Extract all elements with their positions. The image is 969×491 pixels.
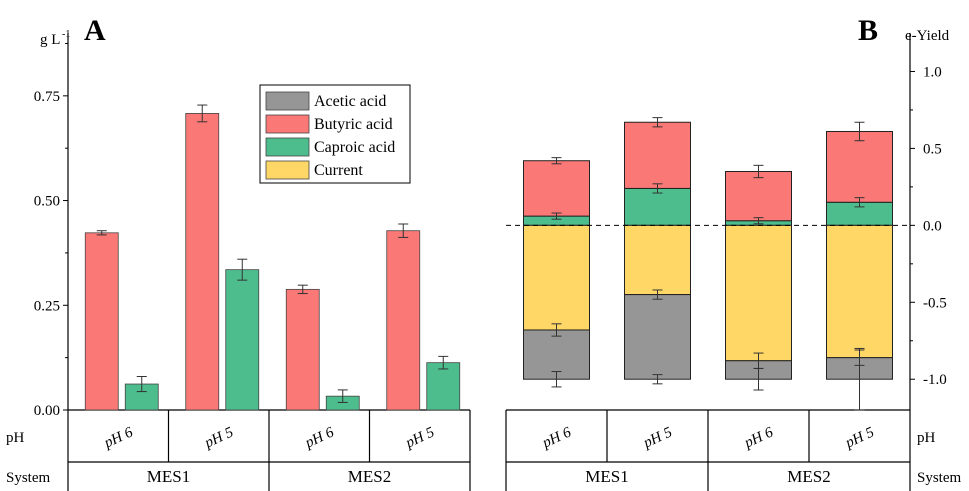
stacked-bar-segment [624, 121, 691, 189]
error-bar [854, 197, 865, 208]
error-bar [753, 164, 764, 179]
stacked-bar-segment [624, 224, 691, 296]
system-tick-label: MES2 [348, 467, 391, 486]
error-bar [197, 104, 208, 123]
legend: Acetic acid Butyric acid Caproic acid Curre… [259, 84, 411, 184]
error-bar [753, 367, 764, 391]
stacked-bar-segment [826, 224, 893, 359]
y-tick-label: 0.75 [34, 89, 60, 105]
bar [386, 230, 421, 411]
bar [225, 269, 260, 411]
ph-tick-label: pH 6 [539, 424, 574, 452]
y-tick-label: -0.5 [923, 295, 947, 311]
stacked-bar-segment [725, 224, 792, 362]
error-bar [551, 157, 562, 165]
legend-swatch [265, 160, 310, 180]
y-tick-label: -1.0 [923, 372, 947, 388]
system-row-label: System [6, 470, 51, 486]
stacked-bar-segment [624, 294, 691, 380]
panel-label: B [858, 14, 878, 47]
stacked-bar-segment [523, 224, 590, 331]
error-bar [136, 375, 147, 393]
y-axis-label: g L [40, 32, 60, 48]
system-tick-label: MES1 [147, 467, 190, 486]
error-bar [551, 371, 562, 388]
legend-swatch [265, 114, 310, 134]
error-bar [753, 217, 764, 225]
error-bar [652, 289, 663, 300]
legend-swatch [265, 91, 310, 111]
error-bar [96, 230, 107, 236]
ph-tick-label: pH 6 [741, 424, 776, 452]
error-bar [652, 183, 663, 194]
y-tick-label: 0.0 [923, 218, 942, 234]
y-tick-label: 0.5 [923, 141, 942, 157]
bar [426, 362, 461, 411]
error-bar [652, 117, 663, 128]
y-tick-label: 0.00 [34, 403, 60, 419]
system-tick-label: MES1 [585, 467, 628, 486]
error-bar [237, 258, 248, 281]
bar [185, 113, 220, 411]
error-bar [854, 347, 865, 411]
system-tick-label: MES2 [787, 467, 830, 486]
bar [285, 288, 320, 411]
y-tick-label: 0.50 [34, 194, 60, 210]
ph-tick-label: pH 6 [101, 424, 136, 452]
legend-label: Acetic acid [314, 93, 386, 110]
error-bar [551, 323, 562, 337]
ph-tick-label: pH 6 [302, 424, 337, 452]
y-tick-label: 0.25 [34, 298, 60, 314]
y-axis-label-superscript: -1 [62, 29, 70, 40]
y-tick-label: 1.0 [923, 64, 942, 80]
panel-label: A [84, 14, 106, 47]
ph-tick-label: pH 5 [402, 424, 437, 452]
ph-tick-label: pH 5 [201, 424, 236, 452]
stacked-bar-segment [725, 170, 792, 222]
error-bar [438, 355, 449, 370]
legend-label: Caproic acid [314, 139, 395, 156]
stacked-bar-segment [624, 187, 691, 226]
error-bar [652, 374, 663, 385]
system-row-label: System [917, 470, 962, 486]
ph-tick-label: pH 5 [640, 424, 675, 452]
stacked-bar-segment [523, 329, 590, 380]
error-bar [854, 121, 865, 142]
panel-b: -1.0 -0.5 0.0 0.5 1.0 e-Yield BpH System pH 6 pH … [505, 14, 962, 491]
legend-label: Current [314, 162, 363, 179]
error-bar [551, 212, 562, 220]
stacked-bar-segment [523, 160, 590, 217]
y-axis-label: e-Yield [905, 28, 950, 44]
legend-swatch [265, 137, 310, 157]
ph-row-label: pH [917, 430, 936, 446]
stacked-bar-segment [826, 130, 893, 203]
error-bar [337, 389, 348, 403]
ph-tick-label: pH 5 [842, 424, 877, 452]
error-bar [297, 284, 308, 295]
ph-row-label: pH [6, 430, 25, 446]
bar [84, 232, 119, 411]
error-bar [398, 223, 409, 238]
legend-label: Butyric acid [314, 116, 393, 133]
